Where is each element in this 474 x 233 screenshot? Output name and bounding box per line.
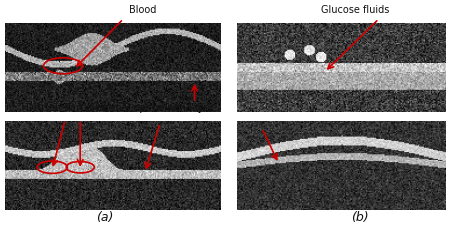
Text: retinal epithelium layer: retinal epithelium layer <box>99 103 214 113</box>
Text: (a): (a) <box>96 211 113 224</box>
Text: Glucose fluids: Glucose fluids <box>321 5 390 15</box>
Text: Blood: Blood <box>128 5 156 15</box>
Text: Drusen Particles: Drusen Particles <box>27 103 106 113</box>
Text: (b): (b) <box>351 211 369 224</box>
